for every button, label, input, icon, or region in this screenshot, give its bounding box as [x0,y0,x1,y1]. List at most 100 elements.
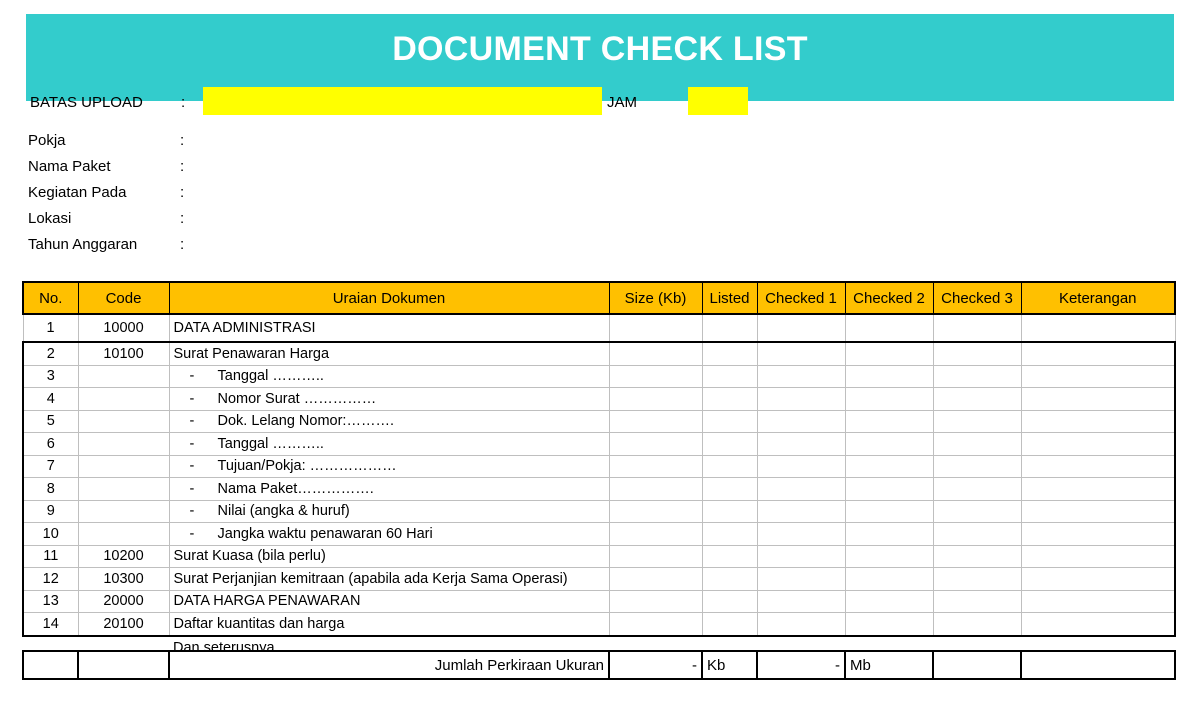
cell-checked-3[interactable] [932,589,1022,613]
cell-keterangan[interactable] [1020,612,1176,637]
table-row[interactable]: 2 10100 Surat Penawaran Harga [22,341,1176,366]
cell-keterangan[interactable] [1020,454,1176,478]
cell-checked-3[interactable] [932,477,1022,501]
cell-checked-1[interactable] [756,313,846,343]
cell-checked-2[interactable] [844,409,934,433]
cell-listed[interactable] [701,499,758,523]
table-row[interactable]: 8 - Nama Paket……………. [22,477,1176,501]
cell-keterangan[interactable] [1020,567,1176,591]
cell-size[interactable] [608,522,703,546]
cell-checked-2[interactable] [844,567,934,591]
table-row[interactable]: 10 - Jangka waktu penawaran 60 Hari [22,522,1176,546]
cell-checked-2[interactable] [844,432,934,456]
cell-checked-3[interactable] [932,409,1022,433]
cell-checked-1[interactable] [756,499,846,523]
cell-listed[interactable] [701,432,758,456]
cell-checked-3[interactable] [932,612,1022,637]
cell-size[interactable] [608,313,703,343]
cell-checked-3[interactable] [932,313,1022,343]
cell-size[interactable] [608,387,703,411]
cell-keterangan[interactable] [1020,477,1176,501]
table-row[interactable]: 3 - Tanggal ……….. [22,364,1176,388]
cell-size[interactable] [608,612,703,637]
table-row[interactable]: 14 20100 Daftar kuantitas dan harga [22,612,1176,637]
cell-size[interactable] [608,589,703,613]
cell-listed[interactable] [701,522,758,546]
cell-checked-1[interactable] [756,544,846,568]
cell-size[interactable] [608,409,703,433]
cell-listed[interactable] [701,454,758,478]
cell-keterangan[interactable] [1020,589,1176,613]
cell-checked-2[interactable] [844,544,934,568]
batas-upload-input[interactable] [203,87,602,115]
cell-size[interactable] [608,341,703,366]
cell-checked-3[interactable] [932,522,1022,546]
cell-checked-2[interactable] [844,477,934,501]
cell-size[interactable] [608,477,703,501]
table-row[interactable]: 13 20000 DATA HARGA PENAWARAN [22,589,1176,613]
cell-checked-2[interactable] [844,313,934,343]
cell-checked-2[interactable] [844,522,934,546]
table-row[interactable]: 12 10300 Surat Perjanjian kemitraan (apa… [22,567,1176,591]
jam-input[interactable] [688,87,748,115]
cell-keterangan[interactable] [1020,432,1176,456]
cell-listed[interactable] [701,313,758,343]
cell-checked-2[interactable] [844,387,934,411]
table-row[interactable]: 5 - Dok. Lelang Nomor:………. [22,409,1176,433]
cell-keterangan[interactable] [1020,313,1176,343]
cell-checked-1[interactable] [756,589,846,613]
cell-listed[interactable] [701,544,758,568]
cell-keterangan[interactable] [1020,409,1176,433]
cell-keterangan[interactable] [1020,341,1176,366]
cell-checked-3[interactable] [932,341,1022,366]
cell-size[interactable] [608,454,703,478]
cell-size[interactable] [608,567,703,591]
cell-checked-1[interactable] [756,432,846,456]
cell-listed[interactable] [701,341,758,366]
cell-listed[interactable] [701,612,758,637]
cell-listed[interactable] [701,477,758,501]
cell-checked-1[interactable] [756,364,846,388]
cell-checked-1[interactable] [756,454,846,478]
cell-listed[interactable] [701,589,758,613]
cell-checked-1[interactable] [756,387,846,411]
cell-checked-3[interactable] [932,387,1022,411]
cell-size[interactable] [608,499,703,523]
cell-size[interactable] [608,364,703,388]
cell-listed[interactable] [701,364,758,388]
table-row[interactable]: 1 10000 DATA ADMINISTRASI [22,313,1176,343]
cell-checked-1[interactable] [756,341,846,366]
cell-checked-3[interactable] [932,432,1022,456]
cell-listed[interactable] [701,409,758,433]
cell-listed[interactable] [701,387,758,411]
cell-checked-2[interactable] [844,499,934,523]
cell-size[interactable] [608,432,703,456]
cell-checked-3[interactable] [932,499,1022,523]
cell-keterangan[interactable] [1020,387,1176,411]
table-row[interactable]: 4 - Nomor Surat …………… [22,387,1176,411]
cell-checked-3[interactable] [932,364,1022,388]
cell-checked-1[interactable] [756,567,846,591]
cell-checked-2[interactable] [844,612,934,637]
cell-keterangan[interactable] [1020,499,1176,523]
cell-checked-1[interactable] [756,612,846,637]
table-row[interactable]: 6 - Tanggal ……….. [22,432,1176,456]
cell-listed[interactable] [701,567,758,591]
cell-checked-3[interactable] [932,544,1022,568]
table-row[interactable]: 9 - Nilai (angka & huruf) [22,499,1176,523]
cell-checked-1[interactable] [756,522,846,546]
table-row[interactable]: 11 10200 Surat Kuasa (bila perlu) [22,544,1176,568]
cell-checked-3[interactable] [932,567,1022,591]
cell-checked-2[interactable] [844,589,934,613]
cell-checked-2[interactable] [844,454,934,478]
cell-checked-1[interactable] [756,477,846,501]
cell-checked-1[interactable] [756,409,846,433]
cell-keterangan[interactable] [1020,522,1176,546]
cell-checked-2[interactable] [844,364,934,388]
cell-keterangan[interactable] [1020,364,1176,388]
cell-checked-3[interactable] [932,454,1022,478]
cell-keterangan[interactable] [1020,544,1176,568]
table-row[interactable]: 7 - Tujuan/Pokja: ……………… [22,454,1176,478]
cell-size[interactable] [608,544,703,568]
cell-checked-2[interactable] [844,341,934,366]
